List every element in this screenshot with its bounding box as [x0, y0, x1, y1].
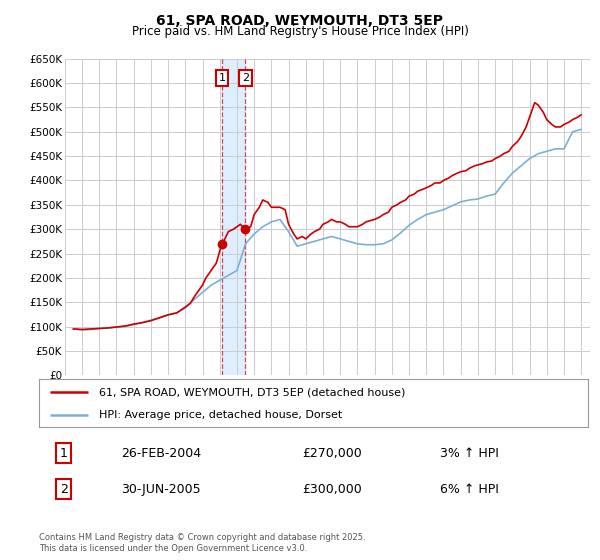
Text: 2: 2: [242, 73, 249, 83]
Text: 2: 2: [60, 483, 68, 496]
Text: 3% ↑ HPI: 3% ↑ HPI: [440, 446, 499, 460]
Text: 30-JUN-2005: 30-JUN-2005: [121, 483, 201, 496]
Text: HPI: Average price, detached house, Dorset: HPI: Average price, detached house, Dors…: [100, 410, 343, 421]
Bar: [222, 59, 245, 375]
Text: 61, SPA ROAD, WEYMOUTH, DT3 5EP (detached house): 61, SPA ROAD, WEYMOUTH, DT3 5EP (detache…: [100, 388, 406, 398]
Text: 6% ↑ HPI: 6% ↑ HPI: [440, 483, 499, 496]
Text: 61, SPA ROAD, WEYMOUTH, DT3 5EP: 61, SPA ROAD, WEYMOUTH, DT3 5EP: [157, 14, 443, 28]
Text: 1: 1: [60, 446, 68, 460]
Text: £270,000: £270,000: [302, 446, 362, 460]
Text: £300,000: £300,000: [302, 483, 362, 496]
Text: Price paid vs. HM Land Registry's House Price Index (HPI): Price paid vs. HM Land Registry's House …: [131, 25, 469, 38]
Text: Contains HM Land Registry data © Crown copyright and database right 2025.
This d: Contains HM Land Registry data © Crown c…: [39, 533, 365, 553]
Text: 26-FEB-2004: 26-FEB-2004: [121, 446, 202, 460]
Text: 1: 1: [218, 73, 226, 83]
